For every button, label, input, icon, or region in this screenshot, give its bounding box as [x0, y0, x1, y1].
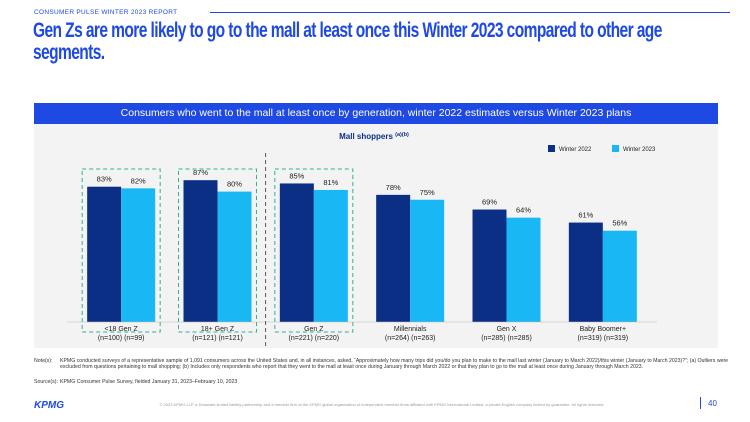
bar: [506, 217, 541, 322]
value-label: 78%: [386, 183, 401, 192]
value-label: 87%: [193, 168, 208, 177]
value-label: 64%: [516, 206, 531, 215]
x-tick-sample: (n=100) (n=99): [98, 335, 145, 342]
x-tick-label: Millennials: [394, 326, 427, 333]
bar: [376, 194, 411, 322]
chart: Mall shoppers (a)(b) Winter 2022 Winter 2…: [34, 124, 718, 348]
x-tick-label: <18 Gen Z: [105, 326, 139, 333]
banner: Consumers who went to the mall at least …: [34, 103, 718, 124]
source: Source(s): KPMG Consumer Pulse Survey, fi…: [34, 379, 740, 385]
value-label: 82%: [131, 176, 146, 185]
bar: [121, 188, 156, 322]
x-tick-label: Baby Boomer+: [580, 326, 627, 333]
x-tick-sample: (n=264) (n=263): [385, 335, 436, 342]
source-label: Source(s):: [34, 379, 58, 385]
legend-swatch: [548, 145, 555, 152]
source-text: KPMG Consumer Pulse Survey, fielded Janu…: [60, 379, 238, 385]
notes-text: KPMG conducted surveys of a representati…: [60, 358, 729, 371]
value-label: 61%: [578, 211, 593, 220]
legend-swatch: [612, 145, 619, 152]
value-label: 83%: [97, 175, 112, 184]
notes: Note(s): KPMG conducted surveys of a repr…: [34, 358, 740, 371]
notes-label: Note(s):: [34, 358, 53, 364]
bar: [279, 183, 314, 322]
x-tick-sample: (n=121) (n=121): [192, 335, 243, 342]
x-tick-sample: (n=285) (n=285): [481, 335, 532, 342]
chart-title: Mall shoppers (a)(b): [339, 132, 409, 141]
x-tick-label: 18+ Gen Z: [201, 326, 235, 333]
highlight-box: [178, 168, 257, 333]
bar: [87, 186, 122, 322]
bar: [313, 189, 348, 322]
legend-label: Winter 2022: [559, 147, 592, 153]
x-tick-sample: (n=319) (n=319): [578, 335, 629, 342]
chart-title-text: Mall shoppers: [339, 132, 393, 141]
bar: [183, 180, 218, 322]
x-tick-label: Gen X: [497, 326, 517, 333]
highlight-box: [274, 168, 354, 333]
value-label: 85%: [289, 171, 304, 180]
bar: [602, 230, 637, 322]
rule: [210, 12, 730, 13]
legend-label: Winter 2023: [623, 147, 656, 153]
value-label: 69%: [482, 198, 497, 207]
highlight-box: [81, 168, 161, 333]
value-label: 75%: [420, 188, 435, 197]
bar: [472, 209, 507, 322]
logo: KPMG: [34, 400, 64, 411]
bar: [410, 199, 445, 322]
value-label: 81%: [323, 178, 338, 187]
copyright: © 2023 KPMG LLP, a Delaware limited liab…: [159, 402, 605, 407]
report-label: CONSUMER PULSE WINTER 2023 REPORT: [34, 9, 178, 16]
value-label: 80%: [227, 180, 242, 189]
x-tick-sample: (n=221) (n=220): [289, 335, 340, 342]
page-number: 40: [708, 399, 717, 408]
value-label: 56%: [612, 219, 627, 228]
bar: [217, 191, 252, 322]
chart-title-superscript: (a)(b): [395, 132, 409, 138]
rule: [700, 397, 701, 409]
bar: [568, 222, 603, 322]
slide-title: Gen Zs are more likely to go to the mall…: [33, 19, 662, 64]
x-tick-label: Gen Z: [304, 326, 324, 333]
